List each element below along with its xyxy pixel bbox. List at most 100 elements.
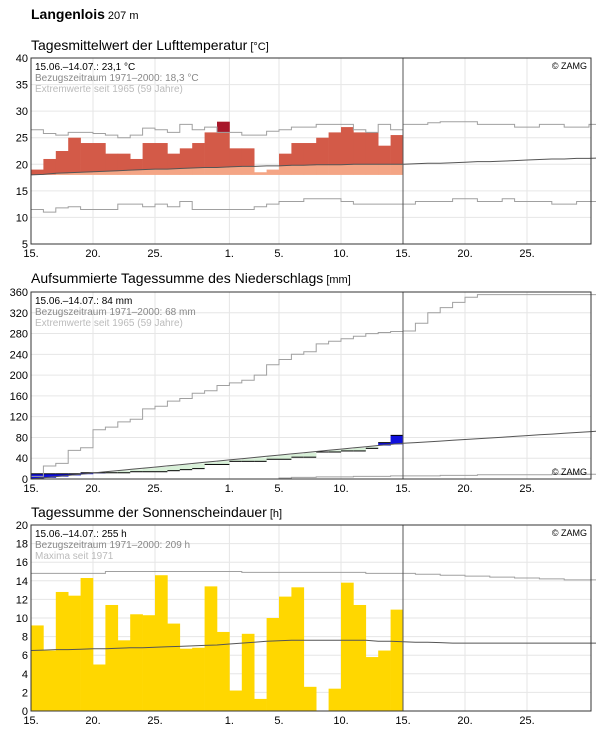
y-tick-label: 16	[16, 557, 28, 569]
temp-norm-fill	[105, 171, 119, 175]
precip-day-bar	[43, 473, 57, 478]
temp-anomaly-bar	[328, 132, 342, 165]
precip-day-bar	[55, 473, 69, 477]
precip-day-bar	[328, 450, 342, 452]
sunshine-title-text: Tagessumme der Sonnenscheindauer	[31, 504, 267, 520]
sunshine-bar	[279, 596, 292, 711]
y-tick-label: 8	[22, 632, 28, 644]
sunshine-bar	[303, 686, 317, 711]
temp-anomaly-bar	[341, 127, 354, 165]
y-tick-label: 10	[16, 212, 28, 224]
temperature-chart-title: Tagesmittelwert der Lufttemperatur [°C]	[31, 37, 269, 53]
y-tick-label: 15	[16, 186, 28, 198]
temp-record-bar	[217, 121, 230, 133]
x-tick-label: 10.	[333, 248, 348, 260]
precip-day-bar	[241, 458, 255, 462]
y-tick-label: 6	[22, 650, 28, 662]
temp-day-base	[279, 166, 292, 244]
temp-day-base	[118, 171, 131, 244]
temp-norm-fill	[155, 169, 168, 175]
x-tick-label: 15.	[395, 483, 410, 495]
summary-line: Bezugszeitraum 1971–2000: 209 h	[35, 540, 190, 551]
temp-norm-fill	[93, 171, 106, 175]
record-high-line	[31, 571, 596, 581]
temp-day-base	[155, 169, 168, 244]
precip-day-bar	[341, 449, 354, 451]
x-tick-label: 25.	[519, 248, 534, 260]
sunshine-bar	[328, 688, 342, 711]
temp-norm-fill	[316, 164, 329, 175]
y-tick-label: 35	[16, 80, 28, 92]
precipitation-title-text: Aufsummierte Tagessumme des Niederschlag…	[31, 270, 324, 286]
x-tick-label: 20.	[457, 248, 472, 260]
y-tick-label: 280	[10, 329, 28, 341]
precipitation-unit: [mm]	[326, 274, 351, 286]
x-tick-label: 1.	[225, 248, 234, 260]
temp-day-base	[56, 173, 69, 244]
temp-norm-fill	[291, 165, 305, 175]
summary-line: Bezugszeitraum 1971–2000: 18,3 °C	[35, 73, 199, 84]
y-tick-label: 40	[16, 453, 28, 465]
temp-anomaly-bar	[353, 132, 367, 165]
summary-line: 15.06.–14.07.: 84 mm	[35, 296, 132, 307]
temp-anomaly-bar	[43, 158, 57, 175]
y-tick-label: 30	[16, 106, 28, 118]
x-tick-label: 20.	[85, 248, 100, 260]
x-tick-label: 1.	[225, 715, 234, 727]
temp-norm-fill	[179, 168, 193, 175]
sunshine-bar	[93, 664, 106, 711]
temp-anomaly-bar	[130, 158, 143, 171]
temperature-title-text: Tagesmittelwert der Lufttemperatur	[31, 37, 248, 53]
precip-day-bar	[217, 461, 230, 465]
temp-norm-fill	[130, 170, 143, 175]
precip-day-bar	[142, 468, 156, 472]
y-tick-label: 360	[10, 287, 28, 299]
sunshine-bar	[229, 690, 243, 711]
y-tick-label: 0	[22, 474, 28, 486]
temp-day-base	[304, 165, 317, 244]
summary-line: Bezugszeitraum 1971–2000: 68 mm	[35, 307, 196, 318]
temp-norm-fill	[43, 174, 57, 175]
sunshine-bar	[192, 647, 205, 711]
sunshine-bar	[31, 625, 44, 711]
plot-frame	[30, 524, 592, 712]
temp-norm-fill	[192, 168, 205, 175]
temp-day-base	[192, 168, 205, 244]
y-tick-label: 25	[16, 133, 28, 145]
precip-day-bar	[279, 455, 292, 460]
precip-day-bar	[291, 453, 305, 458]
temp-day-base	[341, 165, 354, 244]
temp-anomaly-bar	[204, 132, 218, 168]
x-tick-label: 15.	[395, 715, 410, 727]
y-tick-label: 12	[16, 594, 28, 606]
y-tick-label: 200	[10, 370, 28, 382]
temperature-unit: [°C]	[250, 41, 269, 53]
temp-norm-fill	[390, 164, 404, 175]
x-tick-label: 15.	[23, 483, 38, 495]
sunshine-bar	[365, 657, 379, 711]
sunshine-bar	[43, 650, 57, 711]
temp-anomaly-bar	[316, 137, 329, 165]
x-tick-label: 15.	[23, 248, 38, 260]
precip-day-bar	[130, 469, 143, 472]
temp-anomaly-bar	[179, 148, 193, 169]
precip-day-bar	[353, 447, 367, 451]
temp-anomaly-bar	[105, 153, 119, 172]
precipitation-chart: 0 40 80 120 160 200 240 280 320 360 15. 20. 25. 1. 5. 1…	[10, 287, 596, 495]
temp-anomaly-bar	[303, 143, 317, 166]
summary-line: 15.06.–14.07.: 23,1 °C	[35, 62, 135, 73]
x-tick-label: 10.	[333, 483, 348, 495]
temp-norm-fill	[328, 164, 342, 175]
x-tick-label: 20.	[85, 483, 100, 495]
sunshine-bar	[80, 578, 94, 711]
precip-day-bar	[378, 442, 391, 446]
record-low-line	[31, 473, 596, 480]
sunshine-chart-title: Tagessumme der Sonnenscheindauer [h]	[31, 504, 282, 520]
y-tick-label: 80	[16, 432, 28, 444]
temp-anomaly-bar	[117, 153, 131, 171]
y-tick-label: 240	[10, 349, 28, 361]
temp-norm-fill	[341, 164, 354, 175]
temp-anomaly-bar	[167, 153, 181, 170]
x-tick-label: 1.	[225, 483, 234, 495]
precip-day-bar	[254, 457, 267, 462]
